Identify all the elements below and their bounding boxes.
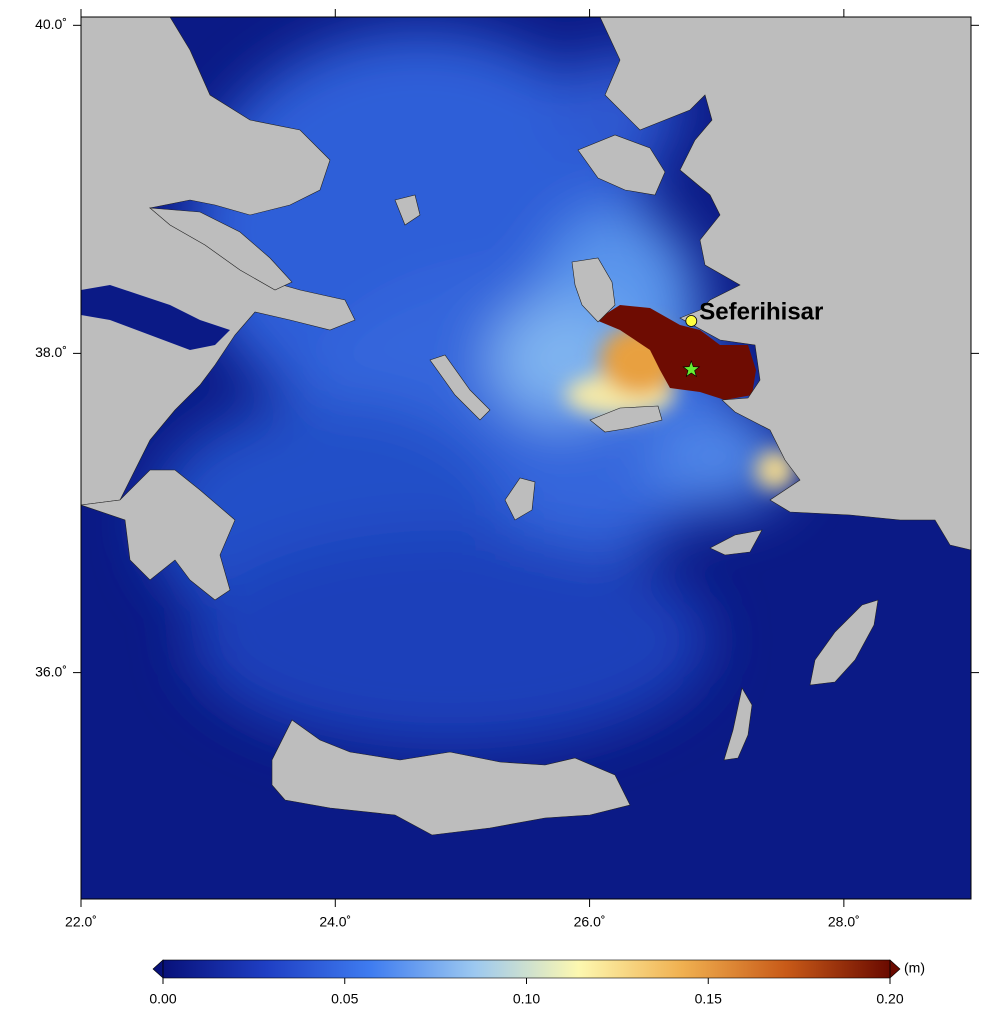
map-area [81, 17, 971, 899]
rhodes [809, 599, 879, 686]
colorbar-unit: (m) [904, 960, 925, 976]
andros [429, 354, 491, 421]
y-tick-label: 38.0˚ [35, 344, 67, 360]
euboea [149, 207, 293, 291]
colorbar-tick-label: 0.15 [695, 991, 722, 1007]
peloponnese [81, 469, 236, 601]
place-label: Seferihisar [699, 298, 823, 325]
y-tick-label: 36.0˚ [35, 663, 67, 679]
max-wave-zone [596, 305, 756, 400]
samos [589, 405, 663, 433]
skyros [394, 194, 421, 226]
x-tick-label: 22.0˚ [65, 914, 97, 930]
colorbar-tick-label: 0.20 [876, 991, 903, 1007]
karpathos [723, 687, 753, 761]
y-tick-label: 40.0˚ [35, 16, 67, 32]
turkey-coast [599, 17, 971, 551]
kos [709, 529, 763, 556]
x-tick-label: 24.0˚ [319, 914, 351, 930]
place-marker [685, 315, 698, 327]
x-tick-label: 28.0˚ [828, 914, 860, 930]
colorbar [163, 960, 890, 978]
x-tick-label: 26.0˚ [574, 914, 606, 930]
lesbos [577, 134, 666, 196]
epicenter [682, 360, 701, 378]
colorbar-tick-label: 0.10 [513, 991, 540, 1007]
colorbar-arrow-low [152, 959, 164, 979]
naxos [504, 477, 536, 521]
crete [271, 719, 631, 836]
gulf [81, 285, 230, 350]
colorbar-arrow-high [889, 959, 901, 979]
map-frame [80, 16, 972, 900]
chios [571, 257, 616, 323]
colorbar-tick-label: 0.05 [331, 991, 358, 1007]
colorbar-tick-label: 0.00 [149, 991, 176, 1007]
